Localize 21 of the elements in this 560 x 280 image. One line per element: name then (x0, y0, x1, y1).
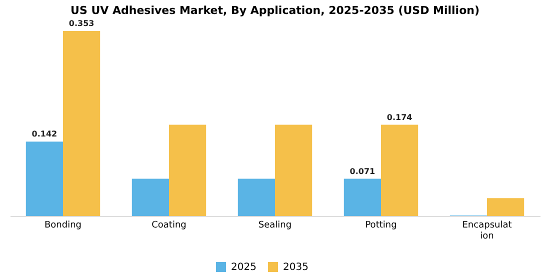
bar (344, 178, 381, 216)
bar (63, 31, 100, 216)
x-tick-label: Encapsulation (462, 220, 512, 242)
bar (169, 124, 206, 216)
x-tick-label: Bonding (44, 220, 82, 230)
data-label: 0.071 (350, 166, 376, 176)
bar (26, 142, 63, 216)
data-label: 0.142 (32, 130, 58, 139)
data-label: 0.353 (68, 19, 94, 28)
x-tick-label: Potting (365, 220, 397, 230)
x-tick-label: Coating (152, 220, 186, 230)
bar (381, 124, 418, 216)
bar (132, 178, 169, 216)
bar (487, 198, 524, 216)
data-label: 0.174 (386, 112, 413, 122)
x-tick-label: Sealing (258, 220, 292, 230)
bar (238, 178, 275, 216)
legend-label: 2035 (283, 262, 308, 273)
chart-title: US UV Adhesives Market, By Application, 2025-2035 (USD Million) (70, 4, 480, 17)
bar (275, 124, 312, 216)
legend-label: 2025 (231, 262, 256, 273)
